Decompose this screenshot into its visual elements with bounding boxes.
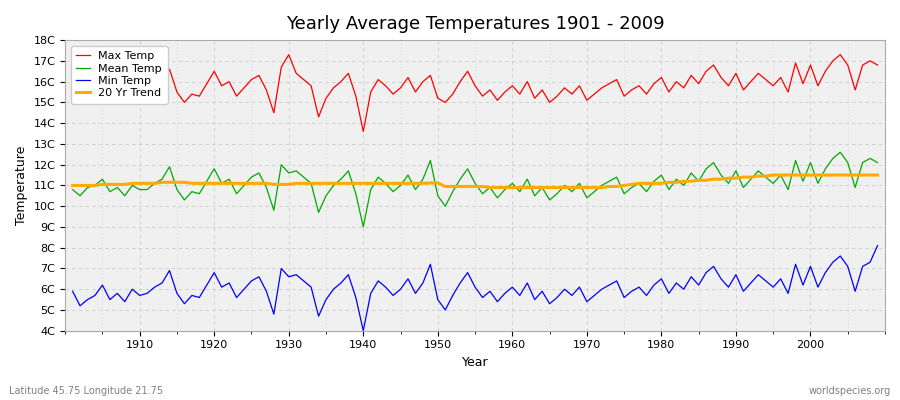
Mean Temp — [291, 168, 302, 173]
Min Temp — [336, 280, 346, 285]
Mean Temp — [127, 183, 138, 188]
Min Temp — [872, 243, 883, 248]
Max Temp — [68, 81, 78, 86]
Mean Temp — [604, 179, 615, 184]
Min Temp — [291, 272, 302, 277]
Mean Temp — [68, 187, 78, 192]
Legend: Max Temp, Mean Temp, Min Temp, 20 Yr Trend: Max Temp, Mean Temp, Min Temp, 20 Yr Tre… — [71, 46, 167, 104]
Line: Min Temp: Min Temp — [73, 246, 878, 331]
Max Temp — [872, 63, 883, 68]
Max Temp — [284, 52, 294, 57]
20 Yr Trend — [68, 183, 78, 188]
Text: worldspecies.org: worldspecies.org — [809, 386, 891, 396]
Mean Temp — [358, 224, 369, 229]
Line: 20 Yr Trend: 20 Yr Trend — [73, 175, 878, 188]
Text: Latitude 45.75 Longitude 21.75: Latitude 45.75 Longitude 21.75 — [9, 386, 163, 396]
Min Temp — [68, 289, 78, 294]
Min Temp — [515, 293, 526, 298]
20 Yr Trend — [336, 181, 346, 186]
Min Temp — [604, 283, 615, 288]
Min Temp — [127, 287, 138, 292]
20 Yr Trend — [515, 185, 526, 190]
Max Temp — [358, 129, 369, 134]
Line: Mean Temp: Mean Temp — [73, 152, 878, 227]
Max Temp — [298, 77, 309, 82]
X-axis label: Year: Year — [462, 356, 489, 369]
Min Temp — [358, 328, 369, 333]
Max Temp — [522, 79, 533, 84]
20 Yr Trend — [507, 185, 517, 190]
Max Temp — [343, 71, 354, 76]
20 Yr Trend — [872, 173, 883, 178]
20 Yr Trend — [768, 173, 778, 178]
Y-axis label: Temperature: Temperature — [15, 146, 28, 225]
Line: Max Temp: Max Temp — [73, 55, 878, 132]
20 Yr Trend — [127, 181, 138, 186]
Min Temp — [507, 285, 517, 290]
20 Yr Trend — [291, 181, 302, 186]
Mean Temp — [872, 160, 883, 165]
20 Yr Trend — [604, 184, 615, 189]
Mean Temp — [835, 150, 846, 155]
Max Temp — [611, 77, 622, 82]
Mean Temp — [515, 189, 526, 194]
20 Yr Trend — [484, 185, 495, 190]
Max Temp — [515, 92, 526, 96]
Mean Temp — [507, 181, 517, 186]
Mean Temp — [336, 177, 346, 182]
Max Temp — [127, 86, 138, 90]
Title: Yearly Average Temperatures 1901 - 2009: Yearly Average Temperatures 1901 - 2009 — [286, 15, 664, 33]
